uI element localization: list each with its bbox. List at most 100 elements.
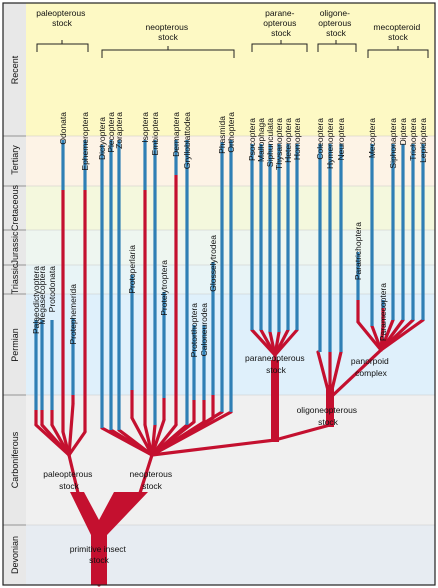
period-label-carboniferous: Carboniferous [10,431,20,488]
period-label-triassic: Triassic [10,263,20,294]
order-label: Psocoptera [247,118,257,161]
order-label: Mecoptera [367,118,377,158]
group-label-neopterous-2: stock [158,32,179,42]
order-label: Plecoptera [106,112,116,153]
stock-label-paraneopterous-2: stock [266,365,287,375]
clade-branch [273,423,332,442]
band-devonian [26,525,435,585]
period-label-permian: Permian [10,328,20,362]
stock-label-paleopterous: paleopterous stock [43,469,95,491]
group-label-oligoneopterous-3: stock [326,28,347,38]
stock-label-primitive-2: stock [89,555,110,565]
order-label: Protodonata [47,266,57,313]
stock-label-neopterous: neopterous stock [130,469,175,491]
group-bracket [36,40,89,52]
group-bracket [251,40,308,52]
order-label: Coleoptera [315,118,325,160]
order-label: Trichoptera [408,118,418,161]
order-label: Heteroptera [283,118,293,163]
stock-label-panorpoid-1: panorpoid [351,356,389,366]
order-label: Protephemerida [68,284,78,345]
order-label: Isoptera [140,112,150,143]
paraneopterous-trunk [271,360,279,442]
group-label-neopterous: neopterous stock [146,22,191,42]
order-label: Zoraptera [114,112,124,149]
order-label: Megasecoptera [37,266,47,325]
group-label-mecopteroid-2: stock [388,32,409,42]
clade-branch [130,416,154,457]
order-lineages [34,140,425,430]
order-label: Dermaptera [171,112,181,157]
clade-branch [273,328,299,357]
order-label: Neuroptera [336,118,346,161]
order-label: Siphonaptera [388,118,398,169]
order-label: Siphunculata [265,118,275,167]
order-label: Mallophaga [256,118,266,162]
group-label-paraneopterous-2: opterous [263,18,296,28]
stock-label-oligoneopterous: oligoneopterous stock [297,405,360,427]
order-label: Homoptera [292,118,302,160]
group-label-oligoneopterous-2: opterous [318,18,351,28]
order-label: Hymenoptera [325,118,335,169]
group-label-oligoneopterous: oligone- opterous stock [318,8,353,38]
stock-label-oligoneopterous-2: stock [318,417,339,427]
group-label-mecopteroid-1: mecopteroid [373,22,420,32]
stock-label-oligoneopterous-1: oligoneopterous [297,405,358,415]
clade-branch [150,418,166,457]
group-label-paraneopterous: parane- opterous stock [263,8,298,38]
order-label: Glosselytrodea [208,235,218,292]
order-label: Lepidoptera [418,118,428,163]
clade-branch [370,324,383,352]
period-column: Recent Tertiary Cretaceous Jurassic Tria… [3,3,26,585]
oligoneopterous-trunk [326,385,334,427]
stock-label-paleopterous-2: stock [59,481,80,491]
period-label-recent: Recent [10,55,20,84]
clade-branch [150,438,277,457]
top-group-labels: paleopterous stock neopterous stock para… [36,8,422,42]
period-label-jurassic: Jurassic [10,231,20,265]
group-label-paleopterous: paleopterous stock [36,8,88,28]
clade-branch [328,348,383,400]
group-bracket [317,40,357,52]
clade-branch [117,428,154,457]
period-label-tertiary: Tertiary [10,145,20,175]
clade-branch [67,430,87,457]
period-label-devonian: Devonian [10,536,20,574]
order-label: Orthoptera [226,112,236,153]
group-label-mecopteroid: mecopteroid stock [373,22,422,42]
clade-branch [143,423,154,457]
order-label: Paratrichoptera [353,222,363,280]
order-label: Odonata [58,112,68,145]
band-carboniferous [26,395,435,525]
clade-branch [67,453,80,495]
order-label: Ephemeroptera [80,112,90,171]
clade-branch [138,453,154,495]
clade-branch [150,410,233,457]
order-label: Grylloblattodea [182,112,192,169]
band-recent [26,3,435,136]
group-label-paleopterous-2: stock [52,18,73,28]
order-label: Protoperlaria [127,245,137,294]
group-label-oligoneopterous-1: oligone- [320,8,350,18]
clade-branch [379,318,425,352]
group-label-neopterous-1: neopterous [146,22,189,32]
group-bracket [101,46,235,58]
stock-label-paraneopterous: paraneopterous stock [245,353,307,375]
stock-label-panorpoid: panorpoid complex [351,356,391,378]
group-bracket [367,46,429,58]
order-label: Protelytroptera [159,260,169,316]
group-label-paleopterous-1: paleopterous [36,8,85,18]
period-label-cretaceous: Cretaceous [10,184,20,231]
primitive-stock-trunk [70,492,148,585]
order-label: Phasmida [217,116,227,154]
order-label: Paramecoptera [378,283,388,341]
stock-label-neopterous-2: stock [142,481,163,491]
stock-label-primitive-1: primitive insect [70,544,127,554]
stock-labels: paleopterous stock neopterous stock para… [43,353,391,565]
clade-branch [356,320,383,352]
stock-label-panorpoid-2: complex [355,368,387,378]
order-label: Palaeodictyoptera [31,266,41,334]
